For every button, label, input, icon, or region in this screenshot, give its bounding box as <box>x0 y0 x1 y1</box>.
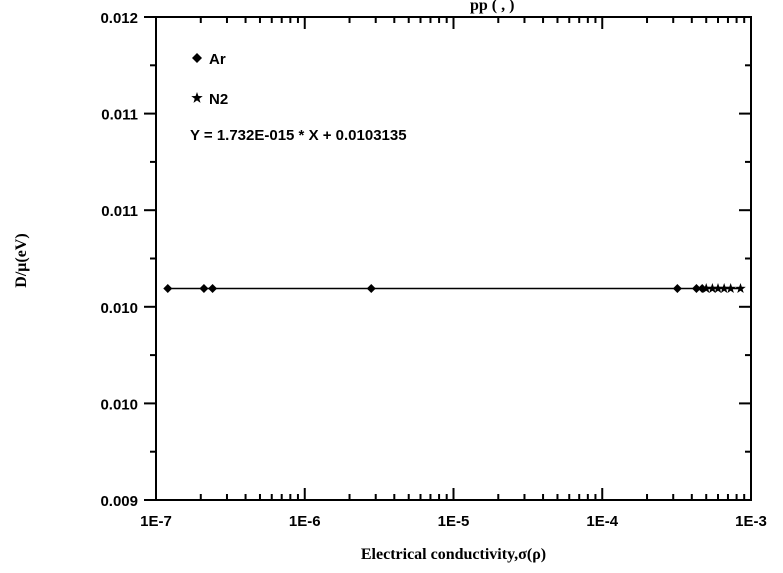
point-n2 <box>707 283 718 293</box>
point-ar <box>163 284 173 294</box>
fit-equation: Y = 1.732E-015 * X + 0.0103135 <box>190 127 407 144</box>
point-ar <box>208 284 218 294</box>
point-n2 <box>712 283 724 293</box>
point-n2 <box>725 283 736 293</box>
y-tick-label: 0.010 <box>100 300 138 317</box>
legend-marker-n2 <box>191 92 203 103</box>
x-tick-label: 1E-6 <box>289 513 321 530</box>
chart-title-fragment: pp ( , ) <box>470 0 514 14</box>
point-ar <box>691 284 701 294</box>
point-ar <box>366 284 376 294</box>
y-tick-label: 0.010 <box>100 396 138 413</box>
plot-area <box>155 16 752 501</box>
point-ar <box>199 284 209 294</box>
y-tick-label: 0.011 <box>101 203 138 220</box>
legend-label-n2: N2 <box>209 91 228 108</box>
point-n2 <box>718 283 730 293</box>
x-tick-label: 1E-7 <box>140 513 172 530</box>
y-axis: 0.009 0.010 0.010 0.011 0.011 0.012 <box>100 10 751 510</box>
y-tick-label: 0.009 <box>100 493 138 510</box>
data-points <box>163 283 746 294</box>
x-tick-label: 1E-3 <box>735 513 767 530</box>
point-n2 <box>735 283 746 293</box>
x-axis: 1E-7 1E-6 1E-5 1E-4 1E-3 <box>140 17 767 530</box>
x-tick-label: 1E-5 <box>438 513 470 530</box>
y-axis-title: D/μ(eV) <box>13 233 30 287</box>
x-axis-title: Electrical conductivity,σ(ρ) <box>361 546 546 563</box>
legend: Ar N2 <box>191 51 228 108</box>
legend-label-ar: Ar <box>209 51 226 68</box>
y-tick-label: 0.011 <box>101 107 138 124</box>
y-tick-label: 0.012 <box>100 10 138 27</box>
point-ar <box>672 284 682 294</box>
x-tick-label: 1E-4 <box>586 513 618 530</box>
point-n2 <box>700 283 712 293</box>
legend-marker-ar <box>192 53 202 63</box>
